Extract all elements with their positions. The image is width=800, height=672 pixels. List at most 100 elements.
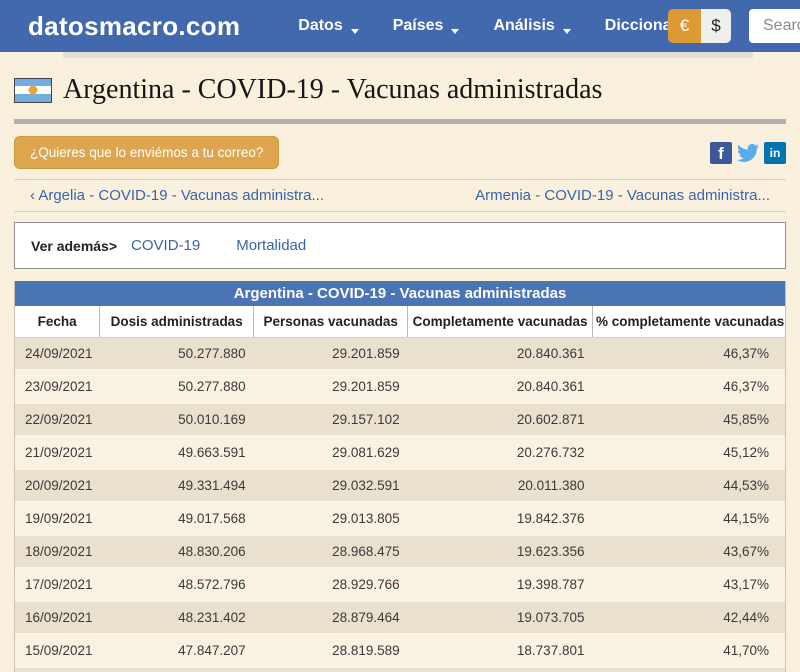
cell-value: 50.010.169 (178, 412, 246, 427)
column-header: Completamente vacunadas (407, 306, 593, 338)
table-row: 22/09/2021 50.010.169 29.157.102 20.602.871… (15, 403, 785, 436)
nav-menu-label: Datos (298, 17, 343, 34)
cell-value: 47.543.513 (100, 667, 254, 672)
see-also-links: COVID-19 Mortalidad (117, 237, 306, 254)
data-table: Argentina - COVID-19 - Vacunas administr… (14, 281, 786, 672)
cell-date: 18/09/2021 (25, 544, 93, 559)
cell-percent: 44,15% (723, 511, 769, 526)
table-header-row: Fecha Dosis administradas Personas vacunad… (15, 306, 785, 338)
cell-date: 22/09/2021 (25, 412, 93, 427)
cell-date: 15/09/2021 (25, 643, 93, 658)
cell-value: 28.968.475 (332, 544, 400, 559)
cell-value: 18.485.435 (408, 667, 593, 672)
action-row: ¿Quieres que lo enviémos a tu correo? f … (14, 136, 786, 169)
cell-value: 28.879.464 (332, 610, 400, 625)
see-also-label: Ver además> (31, 237, 118, 254)
table-row: 14/09/202147.543.51328.758.47718.485.435… (15, 667, 785, 672)
cell-percent: 45,12% (723, 445, 769, 460)
chevron-down-icon (350, 28, 359, 34)
currency-eur-button[interactable]: € (668, 9, 701, 43)
cell-percent: 46,37% (723, 379, 769, 394)
chevron-down-icon (451, 28, 460, 34)
social-icons: f in (710, 141, 786, 164)
nav-menu: Datos Países Análisis Diccionario (298, 17, 692, 35)
nav-menu-item-datos[interactable]: Datos (298, 17, 359, 35)
table-title: Argentina - COVID-19 - Vacunas administr… (15, 281, 785, 306)
currency-usd-button[interactable]: $ (701, 9, 731, 43)
cell-percent: 46,37% (723, 346, 769, 361)
table-row: 15/09/2021 47.847.207 28.819.589 18.737.801… (15, 634, 785, 667)
vaccines-table: Fecha Dosis administradas Personas vacunad… (15, 306, 785, 672)
prev-country-link[interactable]: ‹ Argelia - COVID-19 - Vacunas administr… (30, 187, 324, 204)
cell-value: 18.737.801 (516, 643, 585, 658)
cell-percent: 41,13% (592, 667, 785, 672)
cell-date: 24/09/2021 (25, 346, 93, 361)
site-logo[interactable]: datosmacro.com (28, 10, 241, 41)
page-title: Argentina - COVID-19 - Vacunas administr… (63, 74, 603, 105)
nav-menu-label: Análisis (493, 17, 555, 34)
cell-value: 47.847.207 (178, 643, 246, 658)
cell-value: 19.842.376 (516, 511, 585, 526)
nav-menu-item-análisis[interactable]: Análisis (493, 17, 571, 35)
table-row: 21/09/2021 49.663.591 29.081.629 20.276.732… (15, 436, 785, 469)
cell-value: 48.830.206 (178, 544, 246, 559)
cell-value: 19.398.787 (516, 577, 585, 592)
cell-value: 28.929.766 (332, 577, 400, 592)
nav-menu-item-países[interactable]: Países (393, 17, 460, 35)
facebook-icon[interactable]: f (710, 141, 732, 164)
table-row: 19/09/2021 49.017.568 29.013.805 19.842.376… (15, 502, 785, 535)
table-row: 16/09/2021 48.231.402 28.879.464 19.073.705… (15, 601, 785, 634)
cell-value: 49.017.568 (178, 511, 246, 526)
flag-sun-icon (28, 85, 38, 95)
column-header: Personas vacunadas (253, 306, 409, 338)
column-header: Dosis administradas (99, 306, 255, 338)
cell-value: 29.157.102 (332, 412, 400, 427)
title-row: Argentina - COVID-19 - Vacunas administr… (14, 74, 786, 106)
cell-value: 28.758.477 (254, 667, 408, 672)
cell-value: 20.011.380 (517, 478, 585, 493)
cell-value: 20.840.361 (516, 346, 585, 361)
see-also-box: Ver además> COVID-19 Mortalidad (14, 222, 786, 269)
title-divider (14, 119, 786, 124)
table-row: 24/09/2021 50.277.880 29.201.859 20.840.361… (15, 337, 785, 370)
cell-percent: 44,53% (723, 478, 769, 493)
see-also-link[interactable]: Mortalidad (236, 237, 307, 254)
cell-value: 29.201.859 (332, 379, 400, 394)
cell-value: 29.032.591 (332, 478, 400, 493)
column-header: Fecha (15, 306, 101, 338)
table-row: 18/09/2021 48.830.206 28.968.475 19.623.356… (15, 535, 785, 568)
cell-date: 17/09/2021 (25, 577, 93, 592)
cell-value: 50.277.880 (178, 346, 246, 361)
search-input[interactable] (749, 9, 800, 43)
cell-percent: 41,70% (723, 643, 769, 658)
cell-date: 14/09/2021 (15, 667, 100, 672)
see-also-link[interactable]: COVID-19 (131, 237, 201, 254)
cell-percent: 43,17% (723, 577, 769, 592)
next-country-link[interactable]: Armenia - COVID-19 - Vacunas administra.… (475, 187, 770, 204)
table-row: 20/09/2021 49.331.494 29.032.591 20.011.380… (15, 469, 785, 502)
cell-percent: 45,85% (723, 412, 769, 427)
top-navbar: datosmacro.com Datos Países Análisis Diccio… (0, 0, 800, 52)
cell-value: 29.081.629 (332, 445, 400, 460)
cell-value: 49.331.494 (178, 478, 246, 493)
twitter-icon[interactable] (737, 142, 759, 164)
cell-value: 49.663.591 (178, 445, 246, 460)
cell-value: 50.277.880 (178, 379, 246, 394)
cell-value: 29.013.805 (332, 511, 400, 526)
cell-date: 16/09/2021 (25, 610, 93, 625)
cell-percent: 42,44% (723, 610, 769, 625)
cell-value: 19.073.705 (516, 610, 585, 625)
navbar-bottom-strip (63, 52, 753, 58)
nav-right: € $ (668, 9, 800, 43)
country-pagination: ‹ Argelia - COVID-19 - Vacunas administr… (14, 179, 786, 212)
column-header: % completamente vacunadas (592, 306, 785, 338)
cell-value: 48.231.402 (178, 610, 246, 625)
chevron-down-icon (562, 28, 571, 34)
argentina-flag-icon (14, 77, 52, 103)
linkedin-icon[interactable]: in (764, 141, 786, 164)
currency-toggle: € $ (668, 9, 731, 43)
cell-value: 20.276.732 (516, 445, 585, 460)
email-subscribe-button[interactable]: ¿Quieres que lo enviémos a tu correo? (14, 136, 280, 169)
cell-value: 29.201.859 (332, 346, 400, 361)
cell-value: 20.602.871 (516, 412, 585, 427)
